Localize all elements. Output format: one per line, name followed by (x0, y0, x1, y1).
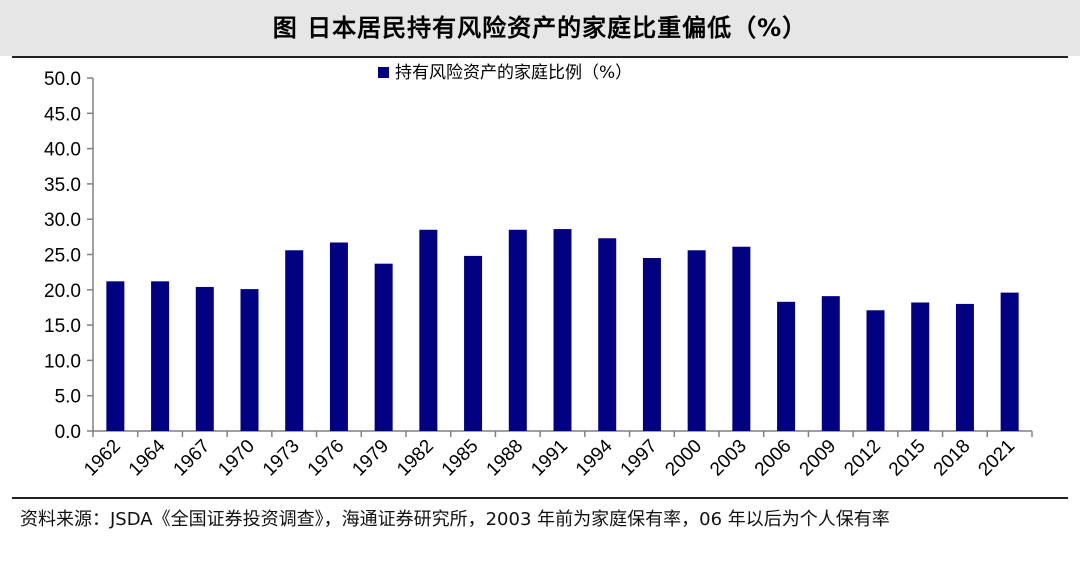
bar (732, 246, 751, 431)
legend-label: 持有风险资产的家庭比例（%） (395, 63, 632, 83)
bar (106, 281, 125, 431)
legend-swatch (378, 67, 389, 78)
x-tick-label: 1964 (125, 435, 170, 480)
y-tick-label: 15.0 (44, 316, 81, 337)
x-tick-label: 1982 (393, 436, 438, 481)
x-tick-label: 1973 (259, 436, 304, 481)
x-tick-label: 1962 (80, 436, 125, 481)
x-tick-label: 1994 (572, 435, 617, 480)
x-tick-label: 2021 (974, 436, 1019, 481)
x-tick-label: 2015 (885, 436, 930, 481)
bar (911, 302, 930, 431)
source-note: 资料来源：JSDA《全国证券投资调查》，海通证券研究所，2003 年前为家庭保有… (20, 509, 890, 530)
bar (329, 242, 348, 431)
y-tick-label: 30.0 (44, 210, 81, 231)
page-title: 图 日本居民持有风险资产的家庭比重偏低（%） (272, 14, 808, 42)
y-tick-label: 40.0 (44, 140, 81, 161)
x-tick-label: 1976 (304, 436, 349, 481)
x-tick-label: 1979 (348, 436, 393, 481)
title-bar (0, 0, 1080, 56)
bar (598, 238, 617, 431)
bar (374, 263, 393, 431)
y-tick-label: 35.0 (44, 175, 81, 196)
y-tick-label: 20.0 (44, 281, 81, 302)
bar (821, 296, 840, 431)
y-tick-label: 50.0 (44, 69, 81, 90)
bar (955, 303, 974, 431)
bar (285, 250, 304, 431)
x-tick-label: 1991 (527, 436, 572, 481)
x-tick-label: 2000 (661, 436, 706, 481)
x-tick-label: 2012 (840, 436, 885, 481)
footer-divider (12, 497, 1068, 499)
x-tick-label: 2018 (930, 436, 975, 481)
y-tick-label: 0.0 (55, 422, 81, 443)
bar-chart: 0.0 5.0 10.0 15.0 20.0 25.0 30.0 35.0 40.0 45.0 50… (44, 63, 1033, 481)
y-tick-label: 10.0 (44, 351, 81, 372)
bar (866, 310, 885, 431)
bar (508, 229, 527, 431)
bar (1000, 292, 1019, 431)
bar (151, 281, 170, 431)
y-tick-label: 45.0 (44, 104, 81, 125)
bar (419, 229, 438, 431)
bar (687, 250, 706, 431)
bar (777, 301, 796, 431)
y-tick-label: 25.0 (44, 246, 81, 267)
bar (464, 255, 483, 431)
x-tick-label: 1997 (617, 436, 662, 481)
title-divider (12, 56, 1068, 58)
x-tick-label: 2009 (796, 436, 841, 481)
x-tick-label: 2006 (751, 436, 796, 481)
bar (195, 286, 214, 431)
bar (642, 258, 661, 431)
y-tick-label: 5.0 (55, 387, 81, 408)
x-tick-label: 1970 (214, 436, 259, 481)
bar (553, 229, 572, 431)
x-tick-label: 1967 (170, 436, 215, 481)
x-tick-label: 1985 (438, 436, 483, 481)
bar (240, 289, 259, 431)
x-tick-label: 1988 (483, 436, 528, 481)
x-tick-label: 2003 (706, 436, 751, 481)
